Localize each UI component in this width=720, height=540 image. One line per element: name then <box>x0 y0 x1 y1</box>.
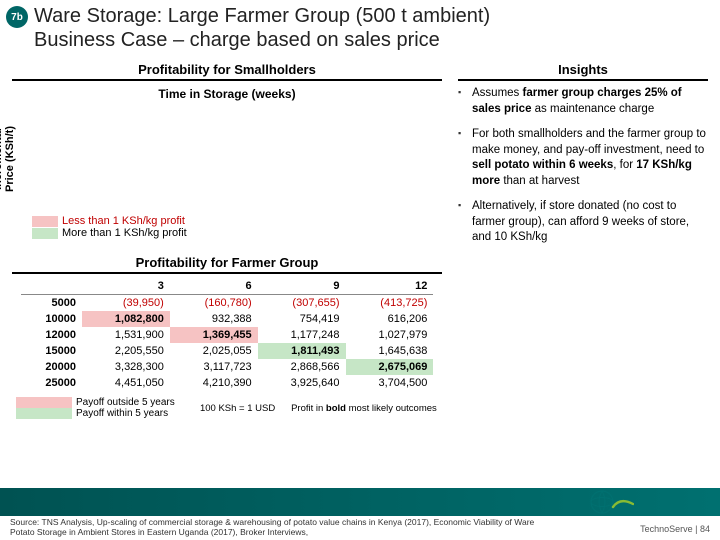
y-axis-label: Incremental Price (KSh/t) <box>0 126 16 192</box>
table-cell: 754,419 <box>258 311 346 327</box>
payoff-in-label: Payoff within 5 years <box>76 408 168 419</box>
insight-2e: than at harvest <box>500 175 579 187</box>
col-3: 3 <box>82 278 170 295</box>
smallholders-header: Profitability for Smallholders <box>12 62 442 81</box>
table-row: 5000(39,950)(160,780)(307,655)(413,725) <box>21 295 434 312</box>
time-header: Time in Storage (weeks) <box>12 87 442 101</box>
table-cell: 1,027,979 <box>346 327 434 343</box>
row-header: 25000 <box>21 375 82 391</box>
payoff-out-label: Payoff outside 5 years <box>76 397 175 408</box>
table-cell: 3,328,300 <box>82 359 170 375</box>
table-cell: 1,177,248 <box>258 327 346 343</box>
legend-profit-label: More than 1 KSh/kg profit <box>62 227 187 239</box>
table-cell: 1,811,493 <box>258 343 346 359</box>
legend-loss-row: Less than 1 KSh/kg profit <box>32 215 442 227</box>
col-12: 12 <box>346 278 434 295</box>
farmer-group-header: Profitability for Farmer Group <box>12 255 442 274</box>
row-header: 5000 <box>21 295 82 312</box>
footnote: 100 KSh = 1 USD Profit in bold most like… <box>195 395 442 414</box>
table-cell: 1,082,800 <box>82 311 170 327</box>
legend-profit-row: More than 1 KSh/kg profit <box>32 227 442 239</box>
left-column: Profitability for Smallholders Time in S… <box>12 62 442 419</box>
farmer-table-header-row: 3 6 9 12 <box>21 278 434 295</box>
insight-2: For both smallholders and the farmer gro… <box>458 127 708 189</box>
table-cell: 932,388 <box>170 311 258 327</box>
row-header: 12000 <box>21 327 82 343</box>
insight-1: Assumes farmer group charges 25% of sale… <box>458 86 708 117</box>
table-cell: 4,451,050 <box>82 375 170 391</box>
row-header: 10000 <box>21 311 82 327</box>
technoserve-logo-icon <box>590 490 634 514</box>
table-cell: 1,369,455 <box>170 327 258 343</box>
loss-swatch <box>32 216 58 227</box>
chart-placeholder <box>60 105 438 213</box>
insight-2c: , for <box>613 159 636 171</box>
insight-3: Alternatively, if store donated (no cost… <box>458 199 708 246</box>
col-9: 9 <box>258 278 346 295</box>
table-cell: 616,206 <box>346 311 434 327</box>
brand-footer: TechnoServe | 84 <box>640 524 710 534</box>
row-header: 20000 <box>21 359 82 375</box>
farmer-table: 3 6 9 12 5000(39,950)(160,780)(307,655)(… <box>21 278 434 391</box>
insight-2b: sell potato within 6 weeks <box>472 159 613 171</box>
slide-title: Ware Storage: Large Farmer Group (500 t … <box>34 4 710 52</box>
title-line-2: Business Case – charge based on sales pr… <box>34 29 440 51</box>
payoff-legend: Payoff outside 5 years Payoff within 5 y… <box>16 397 175 419</box>
slide-number-badge: 7b <box>6 6 28 28</box>
table-cell: (160,780) <box>170 295 258 312</box>
col-6: 6 <box>170 278 258 295</box>
profit-swatch <box>32 228 58 239</box>
table-cell: 1,645,638 <box>346 343 434 359</box>
table-cell: 2,675,069 <box>346 359 434 375</box>
table-cell: 1,531,900 <box>82 327 170 343</box>
table-row: 250004,451,0504,210,3903,925,6403,704,50… <box>21 375 434 391</box>
insight-1c: as maintenance charge <box>531 103 654 115</box>
insight-2a: For both smallholders and the farmer gro… <box>472 128 706 156</box>
table-row: 120001,531,9001,369,4551,177,2481,027,97… <box>21 327 434 343</box>
table-cell: 4,210,390 <box>170 375 258 391</box>
table-row: 200003,328,3003,117,7232,868,5662,675,06… <box>21 359 434 375</box>
insight-1a: Assumes <box>472 87 523 99</box>
table-cell: (307,655) <box>258 295 346 312</box>
table-cell: 2,868,566 <box>258 359 346 375</box>
table-cell: 2,025,055 <box>170 343 258 359</box>
smallholders-chart: Incremental Price (KSh/t) <box>12 105 442 213</box>
footnote-bold: Profit in bold most likely outcomes <box>291 403 437 414</box>
table-cell: 2,205,550 <box>82 343 170 359</box>
payoff-out-swatch <box>16 397 72 408</box>
source-citation: Source: TNS Analysis, Up-scaling of comm… <box>10 518 550 538</box>
footnote-usd: 100 KSh = 1 USD <box>200 403 275 414</box>
payoff-out-row: Payoff outside 5 years <box>16 397 175 408</box>
legend-loss-label: Less than 1 KSh/kg profit <box>62 215 185 227</box>
table-cell: (413,725) <box>346 295 434 312</box>
chart-legend: Less than 1 KSh/kg profit More than 1 KS… <box>32 215 442 239</box>
table-cell: (39,950) <box>82 295 170 312</box>
table-cell: 3,925,640 <box>258 375 346 391</box>
table-cell: 3,704,500 <box>346 375 434 391</box>
insights-list: Assumes farmer group charges 25% of sale… <box>458 86 708 256</box>
table-row: 150002,205,5502,025,0551,811,4931,645,63… <box>21 343 434 359</box>
insights-header: Insights <box>458 62 708 81</box>
table-cell: 3,117,723 <box>170 359 258 375</box>
row-header: 15000 <box>21 343 82 359</box>
title-line-1: Ware Storage: Large Farmer Group (500 t … <box>34 5 490 27</box>
table-row: 100001,082,800932,388754,419616,206 <box>21 311 434 327</box>
payoff-in-row: Payoff within 5 years <box>16 408 175 419</box>
payoff-in-swatch <box>16 408 72 419</box>
